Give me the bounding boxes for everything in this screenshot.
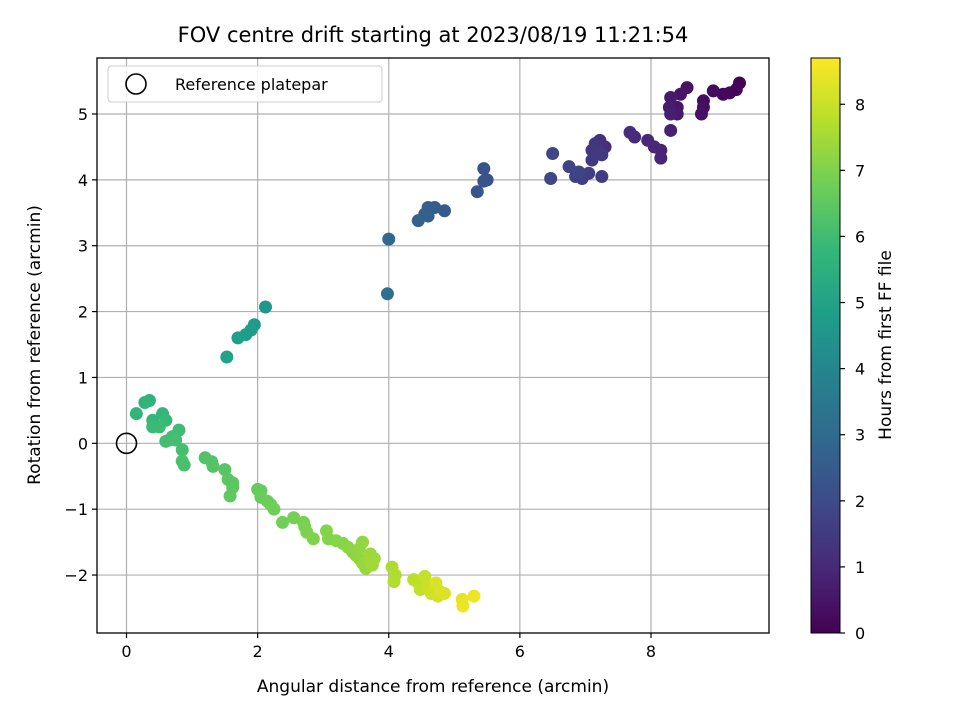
legend-box <box>107 65 383 103</box>
y-tick-label: 1 <box>78 368 88 387</box>
data-point <box>159 434 173 448</box>
y-tick-label: 4 <box>78 171 88 190</box>
data-point <box>437 204 451 218</box>
colorbar-tick-label: 6 <box>855 227 865 246</box>
data-point <box>287 511 301 525</box>
data-point <box>152 420 166 434</box>
plot-frame <box>96 57 770 634</box>
data-point <box>177 458 191 472</box>
data-point <box>641 133 655 147</box>
colorbar-tick-label: 0 <box>855 624 865 643</box>
data-point <box>706 84 720 98</box>
y-tick-label: 0 <box>78 434 88 453</box>
data-point <box>664 91 678 105</box>
data-point <box>437 586 451 600</box>
data-point <box>585 153 599 167</box>
data-point <box>595 148 609 162</box>
data-point <box>477 174 491 188</box>
data-point <box>382 232 396 246</box>
data-point <box>380 287 394 301</box>
data-point <box>467 589 481 603</box>
data-point <box>664 123 678 137</box>
colorbar-tick-label: 4 <box>855 360 865 379</box>
legend-label-reference: Reference platepar <box>175 75 328 94</box>
data-point <box>544 172 558 186</box>
data-point <box>276 515 290 529</box>
data-point <box>411 214 425 228</box>
colorbar-tick-label: 3 <box>855 426 865 445</box>
data-point <box>418 569 432 583</box>
x-tick-label: 8 <box>646 642 656 661</box>
colorbar: 0 1 2 3 4 5 6 7 8 Hours from first FF file <box>810 57 896 643</box>
x-tick-label: 6 <box>515 642 525 661</box>
data-point <box>306 532 320 546</box>
y-tick-label: −1 <box>64 500 88 519</box>
colorbar-label: Hours from first FF file <box>876 250 896 440</box>
legend-marker-reference <box>125 73 147 95</box>
data-point <box>694 107 708 121</box>
data-point <box>267 502 281 516</box>
x-tick-label: 0 <box>121 642 131 661</box>
data-point <box>546 147 560 161</box>
data-point <box>623 125 637 139</box>
data-point <box>365 558 379 572</box>
colorbar-ticks: 0 1 2 3 4 5 6 7 8 <box>840 95 865 643</box>
data-point <box>562 160 576 174</box>
data-point <box>169 433 183 447</box>
data-point <box>470 185 484 199</box>
data-point <box>387 575 401 589</box>
data-point <box>352 542 366 556</box>
colorbar-tick-label: 7 <box>855 161 865 180</box>
data-point <box>421 209 435 223</box>
x-tick-label: 2 <box>253 642 263 661</box>
x-tick-label: 4 <box>384 642 394 661</box>
y-tick-label: 3 <box>78 237 88 256</box>
data-point <box>585 143 599 157</box>
data-point <box>572 165 586 179</box>
colorbar-tick-label: 1 <box>855 558 865 577</box>
data-point <box>218 463 232 477</box>
x-axis-label: Angular distance from reference (arcmin) <box>257 677 609 697</box>
data-point <box>664 107 678 121</box>
x-axis-ticks: 0 2 4 6 8 <box>121 633 656 661</box>
data-point <box>595 170 609 184</box>
chart-title: FOV centre drift starting at 2023/08/19 … <box>178 23 689 47</box>
data-point <box>138 395 152 409</box>
y-axis-ticks: −2 −1 0 1 2 3 4 5 <box>64 105 97 585</box>
data-point <box>716 87 730 101</box>
y-axis-label: Rotation from reference (arcmin) <box>25 205 45 485</box>
data-point <box>456 599 470 613</box>
data-point <box>175 443 189 457</box>
legend: Reference platepar <box>107 65 383 103</box>
colorbar-tick-label: 2 <box>855 492 865 511</box>
y-tick-label: 5 <box>78 105 88 124</box>
data-point <box>231 331 245 345</box>
data-point <box>220 350 234 364</box>
data-point <box>654 151 668 165</box>
data-points <box>115 76 746 613</box>
data-point <box>129 407 143 421</box>
y-tick-label: −2 <box>64 566 88 585</box>
reference-platepar-marker <box>115 432 138 455</box>
data-point <box>223 489 237 503</box>
colorbar-tick-label: 5 <box>855 294 865 313</box>
y-tick-label: 2 <box>78 303 88 322</box>
colorbar-tick-label: 8 <box>855 95 865 114</box>
data-point <box>206 459 220 473</box>
data-point <box>673 87 687 101</box>
colorbar-gradient <box>810 57 841 634</box>
data-point <box>258 300 272 314</box>
data-point <box>477 162 491 176</box>
grid <box>97 58 769 633</box>
